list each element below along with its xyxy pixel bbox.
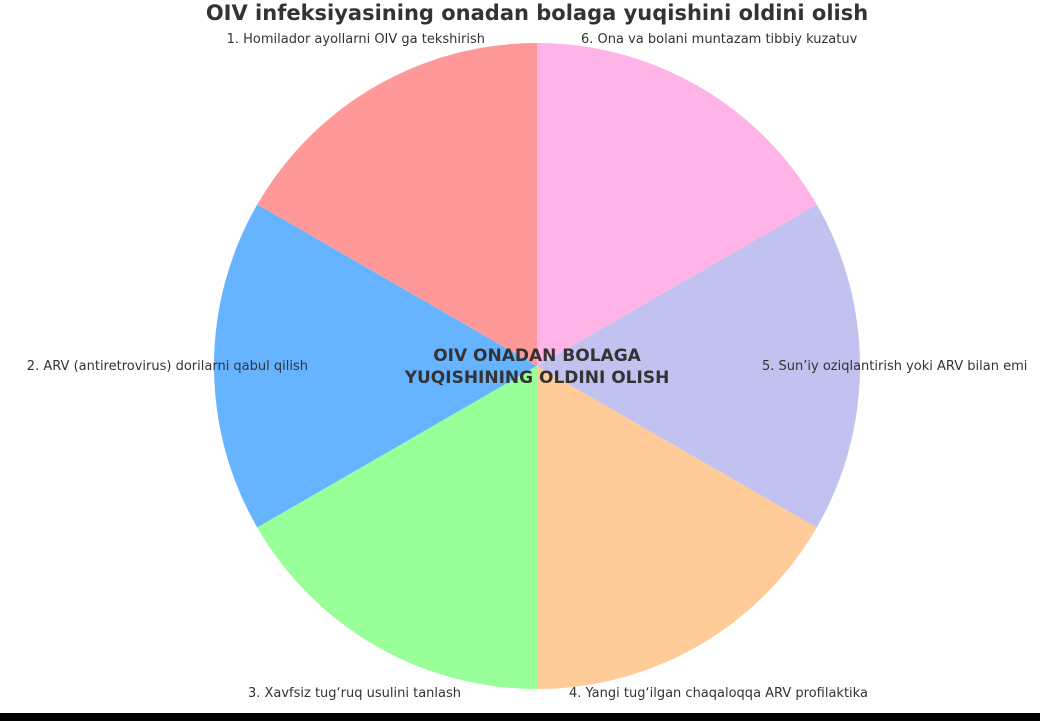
pie-slice-2 <box>214 204 538 528</box>
pie-slice-6 <box>537 43 817 366</box>
slice-label-5: 5. Sun’iy oziqlantirish yoki ARV bilan e… <box>762 359 1027 374</box>
center-text-line-1: OIV ONADAN BOLAGA <box>433 346 641 366</box>
slice-label-4: 4. Yangi tug‘ilgan chaqaloqqa ARV profil… <box>569 686 868 701</box>
slice-label-6: 6. Ona va bolani muntazam tibbiy kuzatuv <box>581 32 858 47</box>
slice-label-1: 1. Homilador ayollarni OIV ga tekshirish <box>227 32 485 47</box>
pie-slice-4 <box>537 366 817 689</box>
bottom-bar <box>0 713 1040 721</box>
pie-slice-3 <box>257 366 537 689</box>
slice-label-3: 3. Xavfsiz tug‘ruq usulini tanlash <box>248 686 461 701</box>
slice-labels: 1. Homilador ayollarni OIV ga tekshirish… <box>27 32 1028 701</box>
pie-slices <box>214 43 860 689</box>
pie-slice-1 <box>257 43 537 366</box>
chart-title: OIV infeksiyasining onadan bolaga yuqish… <box>206 1 868 25</box>
slice-label-2: 2. ARV (antiretrovirus) dorilarni qabul … <box>27 359 308 374</box>
pie-slice-5 <box>537 204 860 528</box>
center-text-line-2: YUQISHINING OLDINI OLISH <box>404 368 670 388</box>
